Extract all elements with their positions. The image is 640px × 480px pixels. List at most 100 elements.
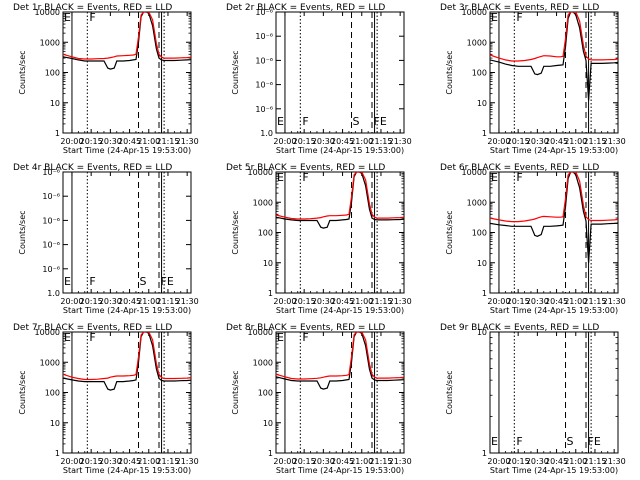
series-events-line <box>276 332 404 390</box>
series-lld-line <box>63 12 191 60</box>
event-label: S <box>353 115 360 128</box>
x-axis-title: Start Time (24-Apr-15 19:53:00) <box>276 306 404 315</box>
x-tick-label: 20:45 <box>545 297 568 306</box>
event-label: F <box>516 435 522 448</box>
y-tick-label: 10000 <box>462 168 487 177</box>
x-tick-label: 21:00 <box>350 137 373 146</box>
event-label: F <box>302 115 308 128</box>
series-events-line <box>490 172 618 263</box>
x-tick-label: 21:15 <box>583 297 606 306</box>
event-label: F <box>89 275 95 288</box>
y-tick-label: 1 <box>268 289 273 298</box>
panel-title: Det 4r BLACK = Events, RED = LLD <box>13 163 172 173</box>
event-label: E <box>277 171 284 184</box>
panel-det-9: Det 9r BLACK = Events, RED = LLD 1 10 Count… <box>440 323 626 475</box>
x-tick-label: 21:30 <box>603 457 626 466</box>
x-tick-label: 21:30 <box>176 137 199 146</box>
x-tick-label: 20:00 <box>273 297 296 306</box>
event-label: E <box>491 171 498 184</box>
event-label: E <box>277 115 284 128</box>
panel-title: Det 6r BLACK = Events, RED = LLD <box>440 163 599 173</box>
x-tick-label: 20:00 <box>60 137 83 146</box>
panel-title: Det 2r BLACK = Events, RED = LLD <box>226 3 385 13</box>
x-tick-label: 21:00 <box>350 457 373 466</box>
y-tick-label: 1 <box>482 129 487 138</box>
y-axis-title: Counts/sec <box>18 210 27 254</box>
x-tick-label: 20:15 <box>507 137 530 146</box>
y-tick-label: 10⁻⁶ <box>42 265 60 274</box>
y-tick-label: 1000 <box>253 198 273 207</box>
y-axis-title: Counts/sec <box>445 370 454 414</box>
x-tick-label: 21:30 <box>176 457 199 466</box>
y-axis-title: Counts/sec <box>445 210 454 254</box>
x-tick-label: 21:15 <box>156 137 179 146</box>
y-tick-label: 1000 <box>467 38 487 47</box>
event-label: E <box>64 275 71 288</box>
panel-title: Det 9r BLACK = Events, RED = LLD <box>440 323 599 333</box>
event-label: FE <box>161 275 174 288</box>
panel-title: Det 1r BLACK = Events, RED = LLD <box>13 3 172 13</box>
y-tick-label: 1 <box>482 289 487 298</box>
series-lld-line <box>63 332 191 381</box>
y-tick-label: 10 <box>50 419 60 428</box>
x-tick-label: 20:15 <box>507 297 530 306</box>
y-tick-label: 10 <box>50 99 60 108</box>
panel-det-8: Det 8r BLACK = Events, RED = LLD 1 10 100 10… <box>226 323 412 475</box>
x-tick-label: 20:30 <box>99 137 122 146</box>
panel-det-3: Det 3r BLACK = Events, RED = LLD 1 10 100 10… <box>440 3 626 155</box>
y-tick-label: 10000 <box>248 328 273 337</box>
panel-det-4: Det 4r BLACK = Events, RED = LLD 1.0 10⁻⁶ 1… <box>13 163 199 315</box>
y-tick-label: 100 <box>258 229 273 238</box>
x-tick-label: 21:00 <box>350 297 373 306</box>
y-tick-label: 10⁻⁶ <box>42 168 60 177</box>
y-tick-label: 1000 <box>467 198 487 207</box>
x-tick-label: 20:45 <box>331 137 354 146</box>
y-tick-label: 10 <box>263 419 273 428</box>
panel-det-1: Det 1r BLACK = Events, RED = LLD 1 10 100 10… <box>13 3 199 155</box>
event-label: S <box>567 435 574 448</box>
panel-title: Det 3r BLACK = Events, RED = LLD <box>440 3 599 13</box>
x-tick-label: 20:45 <box>545 457 568 466</box>
panel-det-7: Det 7r BLACK = Events, RED = LLD 1 10 100 10… <box>13 323 199 475</box>
y-axis-title: Counts/sec <box>231 210 240 254</box>
x-tick-label: 20:30 <box>99 457 122 466</box>
x-tick-label: 20:30 <box>312 297 335 306</box>
y-tick-label: 10⁻⁶ <box>42 216 60 225</box>
x-tick-label: 20:45 <box>118 457 141 466</box>
y-tick-label: 1.0 <box>260 129 273 138</box>
y-tick-label: 1 <box>268 449 273 458</box>
series-lld-line <box>276 332 404 380</box>
event-label: F <box>302 171 308 184</box>
x-tick-label: 20:45 <box>545 137 568 146</box>
x-tick-label: 21:30 <box>603 137 626 146</box>
y-tick-label: 10000 <box>462 8 487 17</box>
x-tick-label: 20:30 <box>312 137 335 146</box>
x-tick-label: 20:00 <box>60 457 83 466</box>
event-label: F <box>89 11 95 24</box>
x-tick-label: 21:30 <box>389 137 412 146</box>
x-tick-label: 20:30 <box>526 297 549 306</box>
y-axis-title: Counts/sec <box>445 50 454 94</box>
y-tick-label: 1.0 <box>47 289 60 298</box>
series-lld-line <box>490 12 618 62</box>
x-tick-label: 21:30 <box>389 297 412 306</box>
x-axis-title: Start Time (24-Apr-15 19:53:00) <box>63 466 191 475</box>
x-tick-label: 20:15 <box>507 457 530 466</box>
series-events-line <box>276 172 404 229</box>
x-tick-label: 21:30 <box>603 297 626 306</box>
x-tick-label: 20:15 <box>80 137 103 146</box>
y-tick-label: 1 <box>482 449 487 458</box>
y-tick-label: 10000 <box>35 8 60 17</box>
y-axis-title: Counts/sec <box>18 370 27 414</box>
y-tick-label: 10⁻⁶ <box>255 105 273 114</box>
panel-title: Det 7r BLACK = Events, RED = LLD <box>13 323 172 333</box>
event-label: F <box>302 331 308 344</box>
x-tick-label: 21:00 <box>564 137 587 146</box>
x-tick-label: 21:15 <box>156 297 179 306</box>
y-tick-label: 10 <box>263 259 273 268</box>
event-label: FE <box>588 435 601 448</box>
x-axis-title: Start Time (24-Apr-15 19:53:00) <box>490 306 618 315</box>
y-tick-label: 10000 <box>248 168 273 177</box>
y-tick-label: 100 <box>258 389 273 398</box>
series-lld-line <box>490 172 618 223</box>
